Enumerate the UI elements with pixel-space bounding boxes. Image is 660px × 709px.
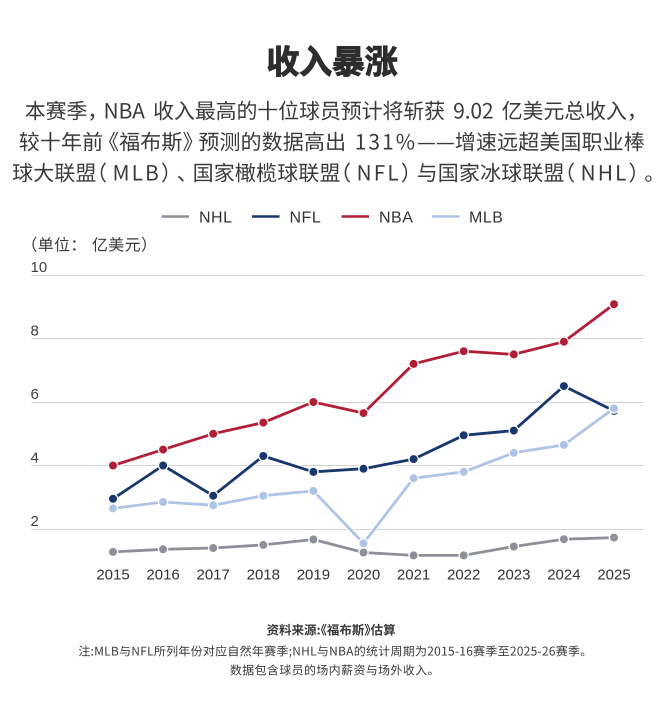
svg-text:2018: 2018	[247, 567, 280, 584]
svg-text:4: 4	[31, 450, 39, 467]
svg-text:NFL: NFL	[290, 210, 322, 227]
svg-text:6: 6	[31, 386, 39, 403]
svg-text:2016: 2016	[146, 567, 179, 584]
svg-text:10: 10	[31, 259, 48, 276]
svg-text:2025: 2025	[597, 567, 630, 584]
svg-text:2023: 2023	[497, 567, 530, 584]
svg-text:2: 2	[31, 513, 39, 530]
svg-text:2019: 2019	[297, 567, 330, 584]
svg-text:MLB: MLB	[469, 210, 503, 227]
svg-text:2022: 2022	[447, 567, 480, 584]
svg-text:2017: 2017	[197, 567, 230, 584]
svg-text:2021: 2021	[397, 567, 430, 584]
svg-text:NHL: NHL	[199, 210, 233, 227]
svg-text:2020: 2020	[347, 567, 380, 584]
svg-text:NBA: NBA	[379, 210, 413, 227]
svg-text:2024: 2024	[547, 567, 580, 584]
svg-text:2015: 2015	[96, 567, 129, 584]
svg-text:8: 8	[31, 323, 39, 340]
